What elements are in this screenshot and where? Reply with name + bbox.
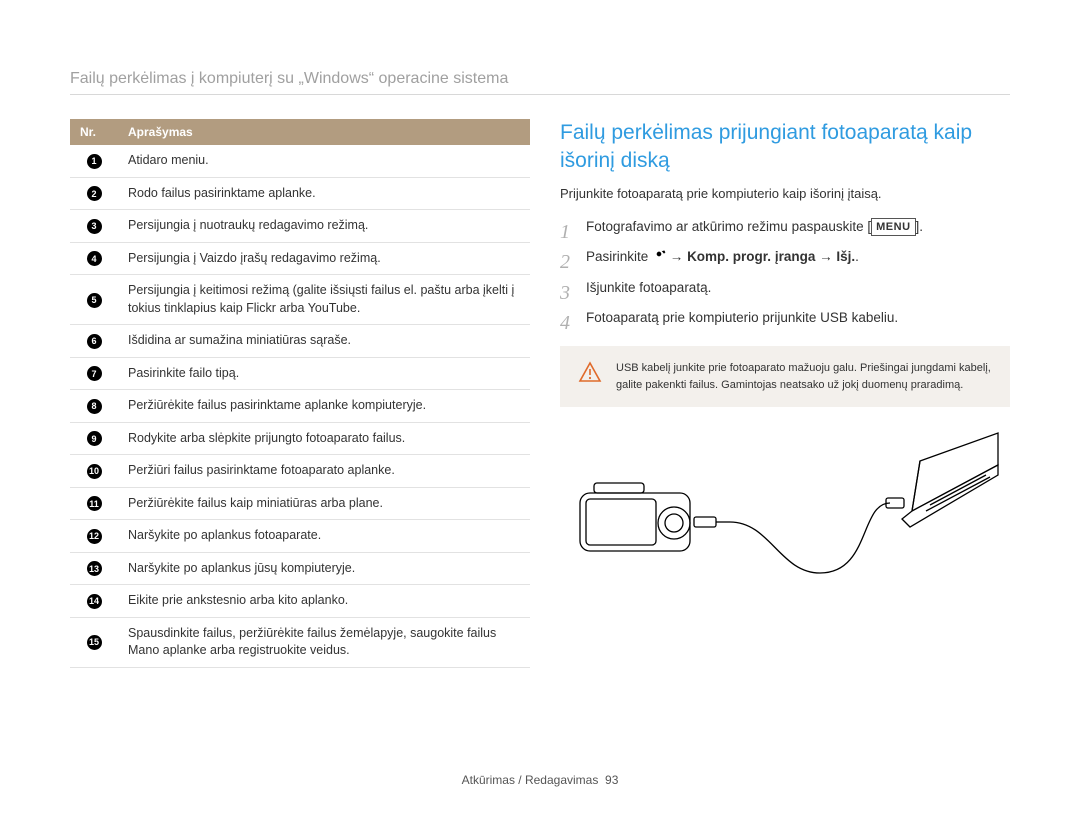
table-row: 13 Naršykite po aplankus jūsų kompiuteryj… bbox=[70, 552, 530, 585]
table-row: 9 Rodykite arba slėpkite prijungto fotoap… bbox=[70, 422, 530, 455]
row-number-cell: 13 bbox=[70, 552, 118, 585]
row-desc-cell: Atidaro meniu. bbox=[118, 145, 530, 177]
two-column-layout: Nr. Aprašymas 1 Atidaro meniu. 2 Rodo failu… bbox=[70, 119, 1010, 668]
table-row: 2 Rodo failus pasirinktame aplanke. bbox=[70, 177, 530, 210]
row-number-cell: 14 bbox=[70, 585, 118, 618]
circled-number-icon: 2 bbox=[87, 186, 102, 201]
row-number-cell: 10 bbox=[70, 455, 118, 488]
row-desc-cell: Naršykite po aplankus fotoaparate. bbox=[118, 520, 530, 553]
step-2-bold2: Išj. bbox=[836, 249, 855, 264]
section-title: Failų perkėlimas prijungiant fotoaparatą… bbox=[560, 119, 1010, 176]
col-header-desc: Aprašymas bbox=[118, 119, 530, 145]
warning-text: USB kabelį junkite prie fotoaparato mažu… bbox=[616, 360, 992, 393]
menu-button-label: MENU bbox=[871, 218, 915, 237]
row-desc-cell: Peržiūri failus pasirinktame fotoaparato… bbox=[118, 455, 530, 488]
step-4: Fotoaparatą prie kompiuterio prijunkite … bbox=[560, 308, 1010, 328]
row-number-cell: 2 bbox=[70, 177, 118, 210]
row-desc-cell: Peržiūrėkite failus kaip miniatiūras arb… bbox=[118, 487, 530, 520]
row-desc-cell: Rodo failus pasirinktame aplanke. bbox=[118, 177, 530, 210]
row-number-cell: 4 bbox=[70, 242, 118, 275]
warning-icon bbox=[578, 360, 602, 387]
circled-number-icon: 10 bbox=[87, 464, 102, 479]
step-2-pre: Pasirinkite bbox=[586, 249, 652, 264]
table-row: 1 Atidaro meniu. bbox=[70, 145, 530, 177]
step-2-arrow1: → bbox=[670, 249, 687, 264]
table-row: 6 Išdidina ar sumažina miniatiūras sąraše… bbox=[70, 325, 530, 358]
step-1-pre: Fotografavimo ar atkūrimo režimu paspaus… bbox=[586, 219, 871, 234]
circled-number-icon: 11 bbox=[87, 496, 102, 511]
circled-number-icon: 13 bbox=[87, 561, 102, 576]
circled-number-icon: 8 bbox=[87, 399, 102, 414]
circled-number-icon: 7 bbox=[87, 366, 102, 381]
row-desc-cell: Persijungia į keitimosi režimą (galite i… bbox=[118, 275, 530, 325]
circled-number-icon: 1 bbox=[87, 154, 102, 169]
usb-connection-illustration bbox=[560, 423, 1010, 593]
step-1: Fotografavimo ar atkūrimo režimu paspaus… bbox=[560, 217, 1010, 237]
step-2: Pasirinkite → Komp. progr. įranga → Išj.… bbox=[560, 247, 1010, 268]
table-row: 3 Persijungia į nuotraukų redagavimo reži… bbox=[70, 210, 530, 243]
circled-number-icon: 6 bbox=[87, 334, 102, 349]
row-number-cell: 7 bbox=[70, 357, 118, 390]
table-row: 14 Eikite prie ankstesnio arba kito aplan… bbox=[70, 585, 530, 618]
row-number-cell: 8 bbox=[70, 390, 118, 423]
row-desc-cell: Išdidina ar sumažina miniatiūras sąraše. bbox=[118, 325, 530, 358]
row-desc-cell: Peržiūrėkite failus pasirinktame aplanke… bbox=[118, 390, 530, 423]
left-column: Nr. Aprašymas 1 Atidaro meniu. 2 Rodo failu… bbox=[70, 119, 530, 668]
right-column: Failų perkėlimas prijungiant fotoaparatą… bbox=[560, 119, 1010, 668]
row-desc-cell: Rodykite arba slėpkite prijungto fotoapa… bbox=[118, 422, 530, 455]
step-2-post: . bbox=[855, 249, 859, 264]
table-row: 10 Peržiūri failus pasirinktame fotoapara… bbox=[70, 455, 530, 488]
row-number-cell: 9 bbox=[70, 422, 118, 455]
steps-list: Fotografavimo ar atkūrimo režimu paspaus… bbox=[560, 217, 1010, 328]
table-row: 12 Naršykite po aplankus fotoaparate. bbox=[70, 520, 530, 553]
page-header: Failų perkėlimas į kompiuterį su „Window… bbox=[70, 70, 1010, 95]
step-2-arrow2: → bbox=[819, 249, 836, 264]
circled-number-icon: 4 bbox=[87, 251, 102, 266]
table-row: 7 Pasirinkite failo tipą. bbox=[70, 357, 530, 390]
row-number-cell: 5 bbox=[70, 275, 118, 325]
row-desc-cell: Spausdinkite failus, peržiūrėkite failus… bbox=[118, 617, 530, 667]
description-table: Nr. Aprašymas 1 Atidaro meniu. 2 Rodo failu… bbox=[70, 119, 530, 668]
circled-number-icon: 3 bbox=[87, 219, 102, 234]
row-number-cell: 11 bbox=[70, 487, 118, 520]
row-number-cell: 3 bbox=[70, 210, 118, 243]
circled-number-icon: 12 bbox=[87, 529, 102, 544]
circled-number-icon: 14 bbox=[87, 594, 102, 609]
row-desc-cell: Pasirinkite failo tipą. bbox=[118, 357, 530, 390]
col-header-nr: Nr. bbox=[70, 119, 118, 145]
table-row: 11 Peržiūrėkite failus kaip miniatiūras a… bbox=[70, 487, 530, 520]
table-row: 8 Peržiūrėkite failus pasirinktame aplank… bbox=[70, 390, 530, 423]
row-desc-cell: Persijungia į Vaizdo įrašų redagavimo re… bbox=[118, 242, 530, 275]
row-number-cell: 1 bbox=[70, 145, 118, 177]
table-header-row: Nr. Aprašymas bbox=[70, 119, 530, 145]
table-row: 4 Persijungia į Vaizdo įrašų redagavimo r… bbox=[70, 242, 530, 275]
document-page: Failų perkėlimas į kompiuterį su „Window… bbox=[0, 0, 1080, 815]
table-row: 15 Spausdinkite failus, peržiūrėkite fail… bbox=[70, 617, 530, 667]
circled-number-icon: 15 bbox=[87, 635, 102, 650]
intro-text: Prijunkite fotoaparatą prie kompiuterio … bbox=[560, 186, 1010, 201]
row-desc-cell: Naršykite po aplankus jūsų kompiuteryje. bbox=[118, 552, 530, 585]
table-row: 5 Persijungia į keitimosi režimą (galite … bbox=[70, 275, 530, 325]
footer-page-number: 93 bbox=[605, 773, 618, 787]
warning-box: USB kabelį junkite prie fotoaparato mažu… bbox=[560, 346, 1010, 407]
footer-section: Atkūrimas / Redagavimas bbox=[462, 773, 599, 787]
row-number-cell: 15 bbox=[70, 617, 118, 667]
row-desc-cell: Persijungia į nuotraukų redagavimo režim… bbox=[118, 210, 530, 243]
step-1-post: ]. bbox=[916, 219, 924, 234]
row-number-cell: 6 bbox=[70, 325, 118, 358]
circled-number-icon: 9 bbox=[87, 431, 102, 446]
step-2-bold1: Komp. progr. įranga bbox=[687, 249, 815, 264]
row-desc-cell: Eikite prie ankstesnio arba kito aplanko… bbox=[118, 585, 530, 618]
circled-number-icon: 5 bbox=[87, 293, 102, 308]
step-3: Išjunkite fotoaparatą. bbox=[560, 278, 1010, 298]
page-footer: Atkūrimas / Redagavimas 93 bbox=[0, 773, 1080, 787]
gear-icon bbox=[652, 247, 666, 267]
row-number-cell: 12 bbox=[70, 520, 118, 553]
